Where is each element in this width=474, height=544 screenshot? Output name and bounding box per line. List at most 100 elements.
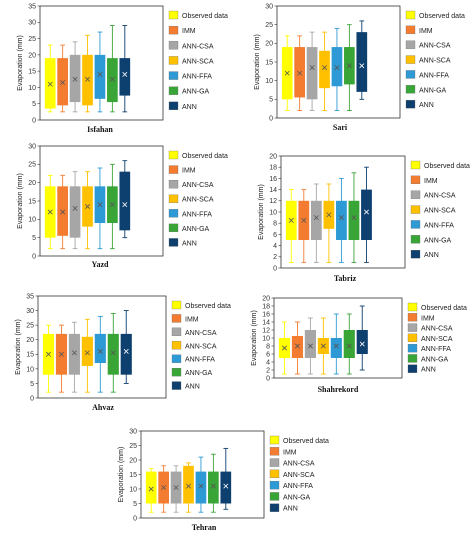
y-axis-label: Evaporation (mm) bbox=[254, 34, 261, 90]
mean-marker bbox=[109, 202, 115, 208]
box-ann-ffa bbox=[195, 456, 207, 513]
legend-label: ANN-CSA bbox=[419, 43, 451, 50]
y-axis-label: Evaporation (mm) bbox=[251, 310, 258, 366]
box-imm bbox=[291, 321, 304, 375]
mean-marker bbox=[284, 70, 290, 76]
y-tick-label: 15 bbox=[129, 472, 137, 479]
legend-swatch bbox=[168, 165, 179, 174]
y-axis-label: Evaporation (mm) bbox=[17, 35, 24, 91]
mean-marker bbox=[85, 76, 90, 82]
legend-item-ann-csa: ANN-CSA bbox=[410, 190, 456, 200]
mean-marker bbox=[294, 343, 300, 349]
box-observed-data bbox=[285, 189, 297, 263]
legend-item-imm: IMM bbox=[410, 175, 438, 185]
mean-marker bbox=[309, 65, 315, 71]
legend-item-ann: ANN bbox=[171, 381, 200, 391]
box-body bbox=[107, 333, 119, 375]
y-tick-label: 8 bbox=[273, 221, 277, 228]
y-tick-label: 20 bbox=[28, 180, 36, 187]
mean-marker bbox=[72, 205, 78, 211]
legend-swatch bbox=[171, 327, 182, 337]
y-tick-label: 5 bbox=[133, 501, 137, 508]
mean-marker bbox=[72, 76, 78, 82]
legend-swatch bbox=[168, 101, 179, 111]
legend-swatch bbox=[168, 238, 179, 247]
box-imm bbox=[294, 35, 305, 111]
legend-swatch bbox=[405, 70, 416, 79]
legend-item-ann-ffa: ANN-FFA bbox=[405, 70, 449, 79]
mean-marker bbox=[307, 343, 313, 349]
legend-item-observed-data: Observed data bbox=[171, 300, 231, 310]
legend-label: ANN-SCA bbox=[283, 472, 315, 479]
box-body bbox=[306, 47, 318, 100]
y-tick-label: 16 bbox=[262, 311, 270, 318]
legend-swatch bbox=[168, 71, 179, 80]
mean-marker bbox=[84, 350, 90, 356]
legend-label: IMM bbox=[182, 168, 196, 175]
box-body bbox=[195, 471, 207, 504]
legend-item-ann-sca: ANN-SCA bbox=[410, 205, 456, 215]
legend-label: ANN-GA bbox=[182, 89, 210, 96]
mean-marker bbox=[334, 65, 340, 71]
legend-item-imm: IMM bbox=[269, 447, 297, 456]
legend-label: Observed data bbox=[185, 303, 231, 310]
y-tick-label: 20 bbox=[28, 52, 36, 59]
mean-marker bbox=[326, 212, 332, 218]
panel-title: Tehran bbox=[192, 523, 217, 532]
legend-item-ann-sca: ANN-SCA bbox=[168, 194, 214, 204]
legend-label: ANN-GA bbox=[283, 494, 311, 501]
legend-swatch bbox=[407, 313, 418, 322]
y-tick-label: 20 bbox=[129, 457, 137, 464]
mean-marker bbox=[47, 209, 53, 215]
y-axis-label: Evaporation (mm) bbox=[15, 319, 22, 375]
legend-swatch bbox=[168, 179, 179, 189]
mean-marker bbox=[346, 63, 352, 69]
mean-marker bbox=[322, 65, 327, 71]
y-tick-label: 0 bbox=[133, 515, 137, 522]
mean-marker bbox=[297, 70, 303, 76]
legend-swatch bbox=[405, 10, 416, 20]
box-imm bbox=[57, 44, 68, 113]
mean-marker bbox=[333, 343, 339, 349]
legend-swatch bbox=[171, 354, 182, 363]
legend-label: ANN-SCA bbox=[424, 208, 456, 215]
mean-marker bbox=[122, 202, 128, 208]
y-tick-label: 10 bbox=[262, 335, 270, 342]
box-ann-ffa bbox=[94, 315, 106, 393]
y-tick-label: 16 bbox=[269, 176, 277, 183]
box-body bbox=[119, 171, 131, 231]
legend-label: ANN-CSA bbox=[185, 330, 217, 337]
box-body bbox=[145, 471, 157, 504]
y-tick-label: 4 bbox=[266, 359, 270, 366]
legend-label: ANN-FFA bbox=[419, 72, 449, 79]
box-body bbox=[183, 465, 194, 504]
box-ann bbox=[220, 447, 232, 510]
legend-item-ann-csa: ANN-CSA bbox=[168, 179, 214, 189]
y-tick-label: 0 bbox=[273, 265, 277, 272]
legend-label: Observed data bbox=[421, 305, 467, 312]
mean-marker bbox=[60, 209, 66, 215]
y-tick-label: 8 bbox=[266, 343, 270, 350]
box-ann-ga bbox=[107, 163, 118, 250]
box-ann bbox=[119, 25, 131, 113]
mean-marker bbox=[301, 217, 307, 223]
legend-item-ann-ffa: ANN-FFA bbox=[171, 354, 215, 364]
box-body bbox=[107, 58, 118, 103]
y-tick-label: 12 bbox=[262, 327, 270, 334]
box-body bbox=[291, 336, 304, 358]
box-imm bbox=[55, 324, 68, 393]
box-ann-sca bbox=[183, 462, 194, 513]
box-observed-data bbox=[42, 324, 55, 393]
legend-label: ANN-SCA bbox=[182, 197, 214, 204]
box-body bbox=[94, 333, 106, 364]
legend-swatch bbox=[407, 323, 418, 332]
legend-swatch bbox=[168, 56, 179, 65]
box-ann-sca bbox=[81, 318, 93, 393]
box-body bbox=[330, 338, 342, 358]
box-body bbox=[119, 58, 131, 96]
legend-swatch bbox=[168, 10, 179, 20]
legend-item-ann-ffa: ANN-FFA bbox=[407, 343, 451, 353]
legend-label: IMM bbox=[424, 178, 438, 185]
legend-label: Observed data bbox=[419, 13, 465, 20]
legend-item-ann: ANN bbox=[407, 364, 436, 374]
